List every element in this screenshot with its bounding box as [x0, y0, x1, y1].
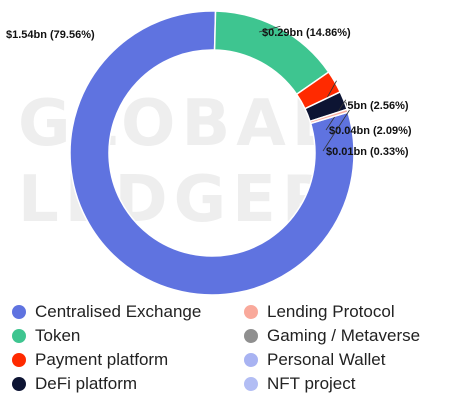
legend-item-payment-platform[interactable]: Payment platform: [12, 348, 168, 372]
legend-dot-icon: [244, 305, 258, 319]
legend-label: Centralised Exchange: [35, 302, 202, 321]
legend-dot-icon: [12, 377, 26, 391]
leader-line: [322, 109, 350, 152]
legend-label: Personal Wallet: [267, 350, 386, 369]
legend-label: DeFi platform: [35, 374, 138, 393]
slice-token[interactable]: [213, 10, 330, 96]
legend-label: Payment platform: [35, 350, 169, 369]
legend-dot-icon: [244, 329, 258, 343]
data-label-centralised-exchange: $1.54bn (79.56%): [6, 29, 95, 41]
legend-item-gaming-metaverse[interactable]: Gaming / Metaverse: [244, 324, 420, 348]
data-label-lending-protocol: $0.01bn (0.33%): [326, 146, 409, 158]
legend-label: Gaming / Metaverse: [267, 326, 421, 345]
legend-label: Token: [35, 326, 81, 345]
data-label-token: $0.29bn (14.86%): [262, 27, 351, 39]
legend-item-centralised-exchange[interactable]: Centralised Exchange: [12, 300, 201, 324]
legend-item-nft-project[interactable]: NFT project: [244, 372, 356, 396]
chart-legend: Centralised Exchange Token Payment platfor…: [0, 300, 452, 410]
legend-item-personal-wallet[interactable]: Personal Wallet: [244, 348, 385, 372]
legend-dot-icon: [244, 377, 258, 391]
legend-dot-icon: [12, 353, 26, 367]
donut-svg: $1.54bn (79.56%) $0.29bn (14.86%)$0.05bn …: [6, 10, 412, 296]
legend-item-token[interactable]: Token: [12, 324, 80, 348]
leader-line: [258, 25, 281, 33]
legend-dot-icon: [12, 329, 26, 343]
legend-item-defi-platform[interactable]: DeFi platform: [12, 372, 137, 396]
legend-label: NFT project: [267, 374, 356, 393]
legend-label: Lending Protocol: [267, 302, 395, 321]
legend-item-lending-protocol[interactable]: Lending Protocol: [244, 300, 395, 324]
legend-dot-icon: [244, 353, 258, 367]
legend-dot-icon: [12, 305, 26, 319]
data-label-defi-platform: $0.04bn (2.09%): [329, 125, 412, 137]
slice-centralised-exchange[interactable]: [69, 10, 355, 296]
slice-lending-protocol[interactable]: [309, 108, 349, 125]
